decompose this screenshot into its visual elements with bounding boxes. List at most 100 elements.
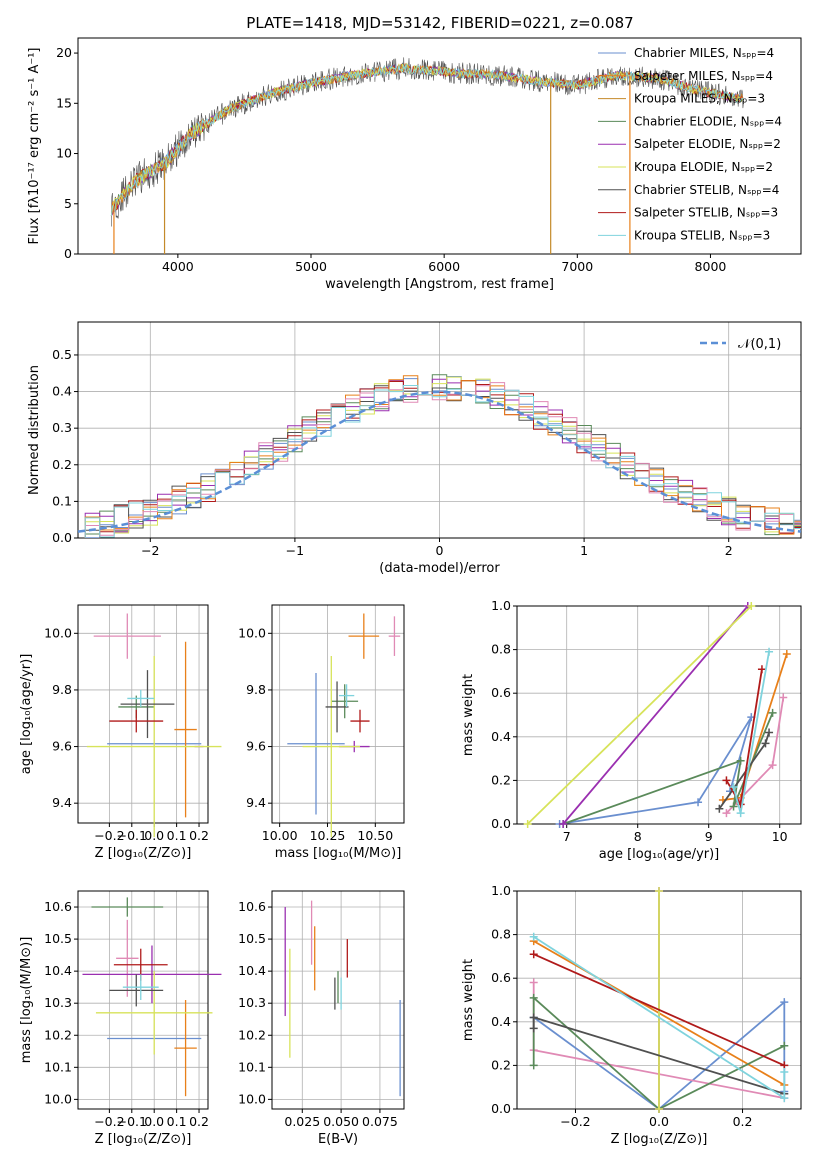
plot-frame (77, 604, 209, 824)
weight-point-marker (722, 776, 731, 785)
x-axis-label: (data-model)/error (379, 561, 500, 576)
x-tick-label: 5000 (295, 259, 327, 274)
y-tick-label: 0 (64, 246, 72, 261)
x-tick-label: 0.2 (189, 1114, 209, 1129)
y-tick-label: 10.5 (44, 931, 72, 946)
legend-label: Chabrier ELODIE, Nₛₚₚ=4 (634, 114, 782, 128)
x-tick-label: 0.0 (144, 1114, 164, 1129)
weight-series-line (533, 953, 785, 1067)
y-tick-label: 10 (56, 146, 72, 161)
y-tick-label: 10.5 (238, 931, 266, 946)
x-tick-label: 8 (634, 829, 642, 844)
weight-point-marker (529, 978, 538, 987)
weight-point-marker (523, 820, 532, 828)
legend-label: Kroupa ELODIE, Nₛₚₚ=2 (634, 160, 773, 174)
x-tick-label: −1 (286, 543, 304, 558)
y-tick-label: 0.0 (491, 1101, 511, 1116)
weight-point-marker (529, 1024, 538, 1033)
weight-point-marker (529, 1013, 538, 1022)
weight-point-marker (529, 950, 538, 959)
x-axis-label: Z [log₁₀(Z/Z⊙)] (611, 1132, 708, 1147)
y-tick-label: 10.3 (44, 995, 72, 1010)
x-axis-label: mass [log₁₀(M/M⊙)] (275, 846, 402, 861)
y-tick-label: 9.8 (246, 682, 266, 697)
weight-point-marker (529, 993, 538, 1002)
weight-point-marker (757, 665, 766, 674)
x-tick-label: 0.025 (284, 1114, 320, 1129)
weight-point-marker (529, 1061, 538, 1070)
legend-label: Kroupa STELIB, Nₛₚₚ=3 (634, 228, 770, 242)
y-axis-label: mass [log₁₀(M/M⊙)] (19, 937, 34, 1064)
x-tick-label: 6000 (428, 259, 460, 274)
hist-step (84, 385, 801, 538)
legend-label: Salpeter ELODIE, Nₛₚₚ=2 (634, 137, 781, 151)
weight-point-marker (761, 739, 770, 748)
y-tick-label: 0.5 (52, 347, 72, 362)
y-tick-label: 0.4 (52, 384, 72, 399)
x-tick-label: 10 (772, 829, 788, 844)
x-tick-label: 0.2 (733, 1114, 753, 1129)
y-tick-label: 10.2 (44, 1027, 72, 1042)
x-axis-label: Z [log₁₀(Z/Z⊙)] (95, 1132, 192, 1147)
spectrum-panel: 4000 5000 6000 7000 8000 0 5 10 15 20 wavelength [… (27, 37, 802, 292)
y-tick-label: 1.0 (491, 883, 511, 898)
x-tick-label: 4000 (162, 259, 194, 274)
y-tick-label: 0.3 (52, 420, 72, 435)
weight-point-marker (779, 693, 788, 702)
spectrum-title: PLATE=1418, MJD=53142, FIBERID=0221, z=0… (246, 14, 633, 32)
y-tick-label: 0.2 (52, 457, 72, 472)
y-tick-label: 10.4 (238, 963, 266, 978)
weight-point-marker (715, 804, 724, 813)
x-tick-label: 2 (725, 543, 733, 558)
y-tick-label: 10.0 (238, 625, 266, 640)
y-tick-label: 9.4 (52, 795, 72, 810)
x-tick-label: −2 (141, 543, 159, 558)
weight-point-marker (722, 809, 731, 818)
legend-label: Salpeter STELIB, Nₛₚₚ=3 (634, 206, 778, 220)
y-tick-label: 10.0 (238, 1091, 266, 1106)
x-axis-label: Z [log₁₀(Z/Z⊙)] (95, 846, 192, 861)
x-tick-label: 9 (705, 829, 713, 844)
weight-series-line (526, 605, 752, 825)
x-tick-label: 0.0 (649, 1114, 669, 1129)
weight-point-marker (768, 761, 777, 770)
x-tick-label: 0 (436, 543, 444, 558)
y-tick-label: 5 (64, 196, 72, 211)
x-tick-label: 8000 (695, 259, 727, 274)
y-tick-label: 10.0 (44, 1091, 72, 1106)
x-tick-label: 0.1 (167, 1114, 187, 1129)
legend-label: 𝒩(0,1) (738, 337, 781, 352)
y-tick-label: 0.0 (491, 816, 511, 831)
x-tick-label: 0.2 (189, 828, 209, 843)
weight-point-marker (747, 602, 756, 610)
hist-step (84, 375, 801, 538)
plot-frame (77, 890, 209, 1110)
y-axis-label: age [log₁₀(age/yr)] (19, 654, 34, 775)
weight-point-marker (768, 708, 777, 717)
y-axis-label: mass weight (461, 674, 476, 756)
weight-point-marker (780, 1041, 789, 1050)
y-axis-label: Flux [fλ10⁻¹⁷ erg cm⁻² s⁻¹ A⁻¹] (27, 48, 42, 245)
y-tick-label: 0.6 (491, 685, 511, 700)
weight-point-marker (694, 798, 703, 807)
mass-vs-z-panel: −0.2−0.10.0 0.1 0.2 10.0 10.1 10.2 10.3 10.4 10.… (19, 890, 222, 1147)
y-axis-label: mass weight (461, 959, 476, 1041)
y-tick-label: 0.0 (52, 530, 72, 545)
weight-point-marker (729, 802, 738, 811)
x-tick-label: −0.2 (94, 1114, 124, 1129)
weight-point-marker (765, 728, 774, 737)
x-tick-label: 0.075 (362, 1114, 398, 1129)
y-tick-label: 9.6 (52, 739, 72, 754)
x-axis-label: age [log₁₀(age/yr)] (599, 847, 720, 862)
legend-label: Chabrier STELIB, Nₛₚₚ=4 (634, 183, 779, 197)
weight-point-marker (780, 1094, 789, 1103)
mass-vs-ebv-panel: 0.025 0.050 0.075 10.0 10.1 10.2 10.3 10.4 10.5 1… (238, 890, 405, 1147)
weight-point-marker (729, 782, 738, 791)
y-tick-label: 0.8 (491, 927, 511, 942)
weight-point-marker (736, 809, 745, 818)
x-axis-label: wavelength [Angstrom, rest frame] (325, 277, 554, 292)
x-tick-label: 0.050 (323, 1114, 359, 1129)
y-tick-label: 0.2 (491, 772, 511, 787)
plot-frame (516, 605, 802, 825)
x-axis-label: E(B-V) (318, 1132, 358, 1147)
